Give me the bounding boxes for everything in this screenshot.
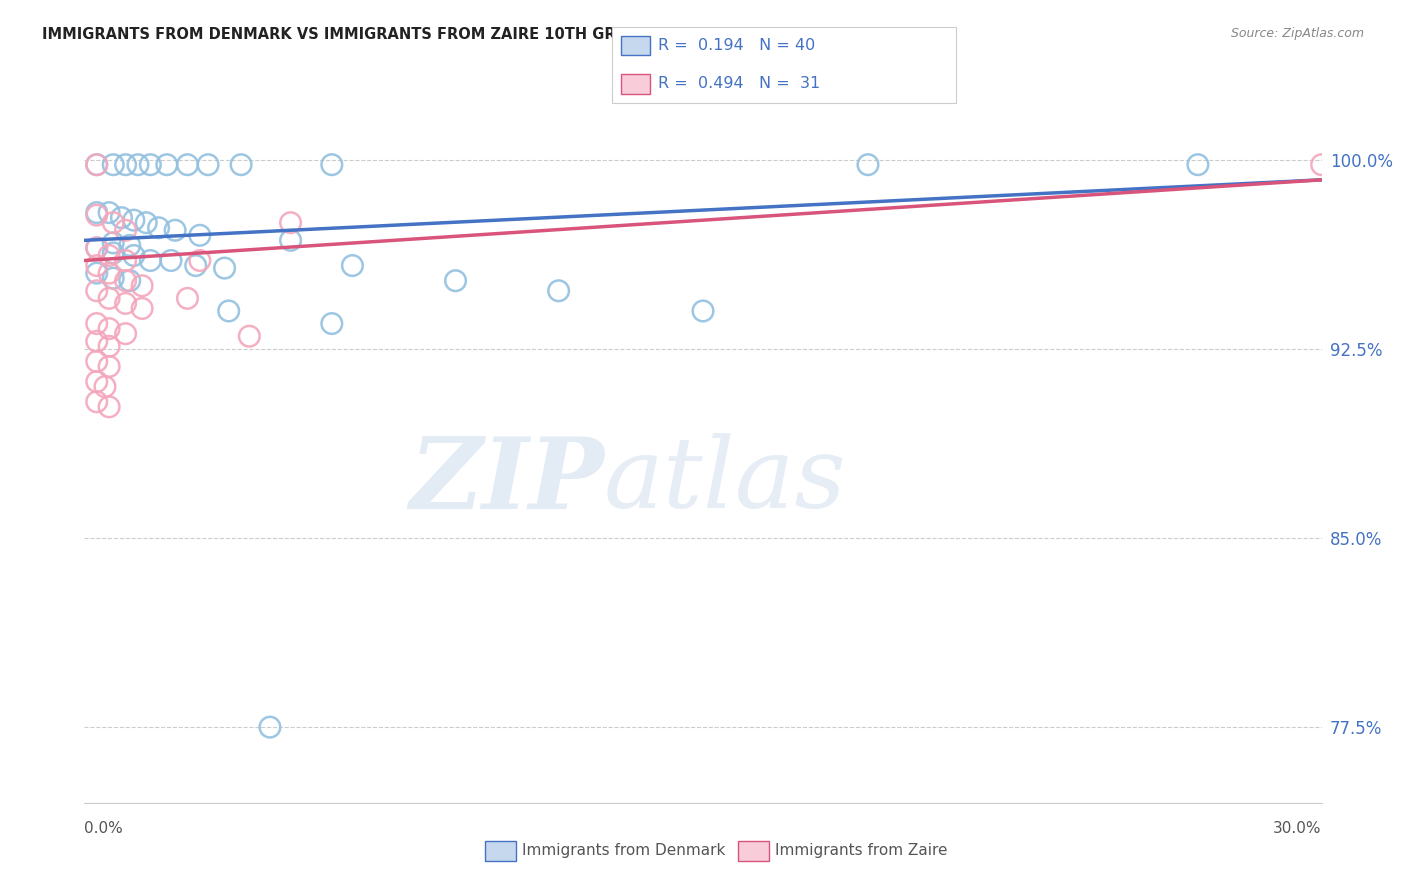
Point [148,220,170,235]
Text: IMMIGRANTS FROM DENMARK VS IMMIGRANTS FROM ZAIRE 10TH GRADE CORRELATION CHART: IMMIGRANTS FROM DENMARK VS IMMIGRANTS FR… [42,27,831,42]
Point [259,720,281,734]
Point [94,379,117,393]
Point [176,291,198,305]
Point [86,334,108,349]
Point [86,394,108,409]
Point [98,205,121,219]
Point [110,211,132,225]
Point [98,400,121,414]
Point [1187,158,1209,172]
Point [547,284,569,298]
Point [444,274,467,288]
Point [184,259,207,273]
Text: 0.0%: 0.0% [84,821,124,836]
Text: Immigrants from Zaire: Immigrants from Zaire [775,844,948,858]
Point [103,271,125,285]
Text: Source: ZipAtlas.com: Source: ZipAtlas.com [1230,27,1364,40]
Point [86,354,108,368]
Point [280,233,302,247]
Point [229,158,252,172]
Text: R =  0.194   N = 40: R = 0.194 N = 40 [658,38,815,53]
Point [86,317,108,331]
Point [176,158,198,172]
Text: 30.0%: 30.0% [1274,821,1322,836]
Point [103,216,125,230]
Point [122,213,145,227]
Point [139,158,162,172]
Text: R =  0.494   N =  31: R = 0.494 N = 31 [658,77,820,91]
Point [114,253,136,268]
Point [160,253,183,268]
Point [1310,158,1333,172]
Point [118,274,141,288]
Point [122,248,145,262]
Point [86,205,108,219]
Point [98,321,121,335]
Point [98,291,121,305]
Point [321,158,343,172]
Point [321,317,343,331]
Point [188,253,211,268]
Point [214,261,236,276]
Point [197,158,219,172]
Point [114,223,136,237]
Point [131,301,153,316]
Point [98,266,121,280]
Point [188,228,211,243]
Point [856,158,879,172]
Point [103,246,125,260]
Point [98,339,121,353]
Point [114,274,136,288]
Point [86,375,108,389]
Point [114,296,136,310]
Point [86,241,108,255]
Point [139,253,162,268]
Text: Immigrants from Denmark: Immigrants from Denmark [522,844,725,858]
Point [218,304,240,318]
Point [103,235,125,250]
Point [692,304,714,318]
Point [114,158,136,172]
Text: ZIP: ZIP [409,433,605,529]
Point [103,158,125,172]
Point [98,359,121,374]
Text: atlas: atlas [605,434,846,529]
Point [86,208,108,222]
Point [127,158,149,172]
Point [114,326,136,341]
Point [86,241,108,255]
Point [165,223,187,237]
Point [135,216,157,230]
Point [86,158,108,172]
Point [118,238,141,252]
Point [280,216,302,230]
Point [86,266,108,280]
Point [131,278,153,293]
Point [342,259,364,273]
Point [156,158,179,172]
Point [86,284,108,298]
Point [238,329,260,343]
Point [98,248,121,262]
Point [86,259,108,273]
Point [86,158,108,172]
